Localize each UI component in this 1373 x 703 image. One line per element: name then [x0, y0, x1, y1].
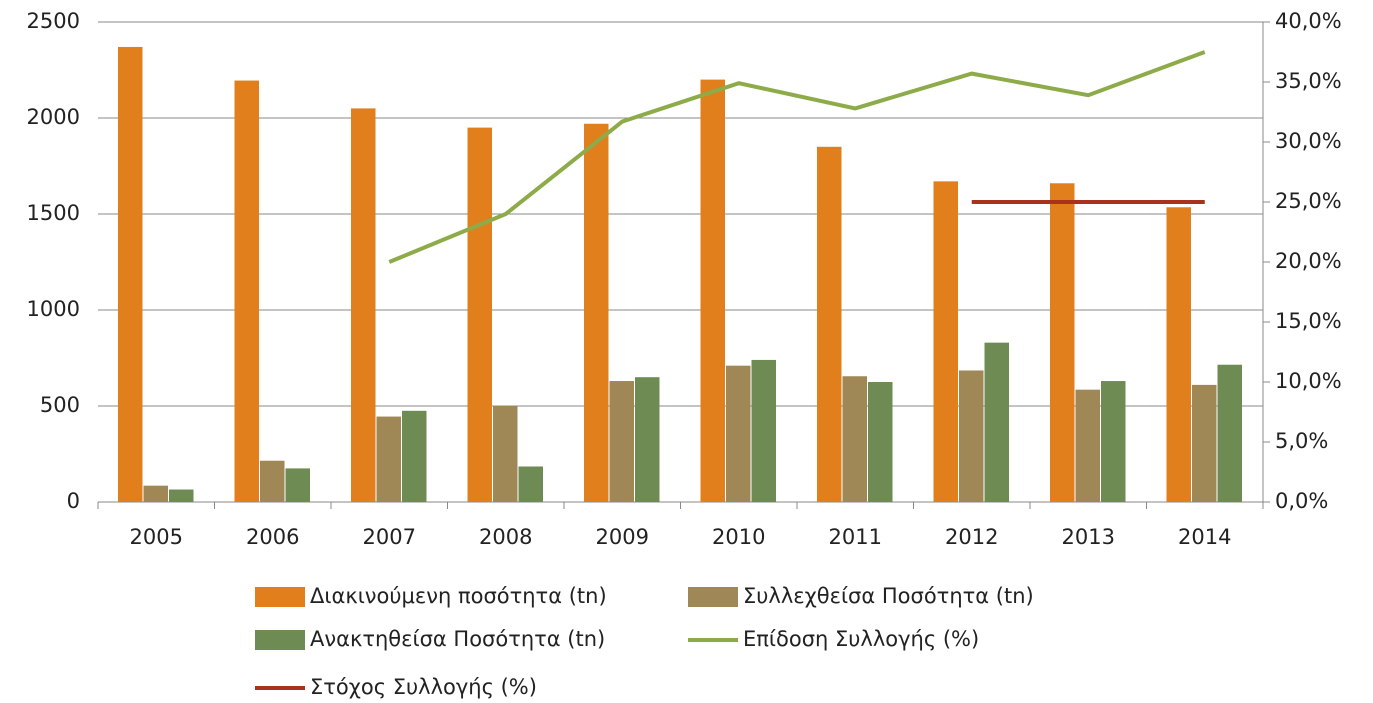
x-tick-label: 2006	[246, 525, 299, 549]
legend-label: Διακινούμενη ποσότητα (tn)	[310, 584, 607, 608]
y-tick-label: 2000	[27, 105, 80, 129]
legend-label: Επίδοση Συλλογής (%)	[743, 627, 979, 651]
bar	[959, 370, 984, 502]
y2-tick-label: 25,0%	[1275, 189, 1342, 213]
x-tick-label: 2013	[1062, 525, 1115, 549]
legend-label: Στόχος Συλλογής (%)	[310, 675, 537, 699]
bar	[635, 377, 660, 502]
legend-label: Συλλεχθείσα Ποσότητα (tn)	[743, 584, 1034, 608]
legend-label: Ανακτηθείσα Ποσότητα (tn)	[310, 627, 605, 651]
bar	[842, 376, 867, 502]
legend-swatch	[255, 587, 305, 607]
bar	[984, 342, 1009, 502]
y-tick-label: 1000	[27, 297, 80, 321]
y2-tick-label: 5,0%	[1275, 429, 1328, 453]
y2-tick-label: 40,0%	[1275, 9, 1342, 33]
y-tick-label: 2500	[27, 9, 80, 33]
bar	[351, 108, 376, 503]
y2-tick-label: 0,0%	[1275, 489, 1328, 513]
legend-swatch	[688, 587, 738, 607]
y-tick-label: 0	[67, 489, 80, 513]
bar	[1101, 381, 1126, 502]
bar	[467, 127, 492, 502]
bar	[1217, 364, 1242, 502]
x-tick-label: 2010	[712, 525, 765, 549]
bar	[817, 146, 842, 503]
y2-tick-label: 20,0%	[1275, 249, 1342, 273]
bar	[933, 181, 958, 503]
bar	[726, 365, 751, 502]
x-tick-label: 2014	[1178, 525, 1231, 549]
y-tick-label: 1500	[27, 201, 80, 225]
y2-tick-label: 35,0%	[1275, 69, 1342, 93]
bar	[700, 79, 725, 502]
bar	[402, 410, 427, 502]
bar	[376, 416, 401, 502]
y2-tick-label: 15,0%	[1275, 309, 1342, 333]
bar	[751, 359, 776, 502]
x-tick-label: 2009	[596, 525, 649, 549]
bar	[518, 466, 543, 502]
x-tick-label: 2008	[479, 525, 532, 549]
bar	[118, 46, 143, 503]
bar	[609, 381, 634, 502]
line-series	[388, 50, 1206, 264]
bar	[1192, 384, 1217, 502]
bar	[1075, 389, 1100, 502]
bar	[1166, 207, 1191, 502]
bar	[868, 382, 893, 502]
bar	[285, 468, 310, 502]
bar	[260, 460, 285, 502]
bar	[584, 123, 609, 502]
bar	[493, 406, 518, 502]
bar	[169, 489, 194, 502]
legend-swatch	[255, 630, 305, 650]
bar	[143, 485, 168, 502]
bar	[234, 80, 259, 502]
y2-tick-label: 10,0%	[1275, 369, 1342, 393]
x-tick-label: 2005	[130, 525, 183, 549]
y-tick-label: 500	[40, 393, 80, 417]
x-tick-label: 2012	[945, 525, 998, 549]
y2-tick-label: 30,0%	[1275, 129, 1342, 153]
x-tick-label: 2011	[829, 525, 882, 549]
bar	[1050, 183, 1075, 502]
x-tick-label: 2007	[363, 525, 416, 549]
